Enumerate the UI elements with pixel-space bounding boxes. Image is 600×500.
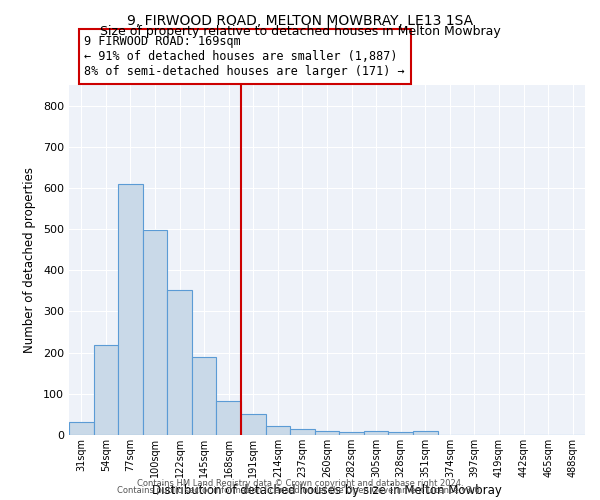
Bar [315, 432, 339, 435]
Bar [69, 422, 94, 435]
Bar [167, 290, 192, 435]
Bar [241, 414, 266, 435]
Bar [364, 432, 388, 435]
Text: Contains public sector information licensed under the Open Government Licence v3: Contains public sector information licen… [118, 486, 482, 495]
Bar [290, 429, 315, 435]
Bar [339, 432, 364, 435]
Bar [266, 426, 290, 435]
Y-axis label: Number of detached properties: Number of detached properties [23, 167, 36, 353]
Bar [143, 230, 167, 435]
Bar [192, 357, 217, 435]
Text: 9, FIRWOOD ROAD, MELTON MOWBRAY, LE13 1SA: 9, FIRWOOD ROAD, MELTON MOWBRAY, LE13 1S… [127, 14, 473, 28]
Bar [217, 401, 241, 435]
Bar [413, 432, 437, 435]
Text: Size of property relative to detached houses in Melton Mowbray: Size of property relative to detached ho… [100, 25, 500, 38]
Bar [118, 184, 143, 435]
Text: 9 FIRWOOD ROAD: 169sqm
← 91% of detached houses are smaller (1,887)
8% of semi-d: 9 FIRWOOD ROAD: 169sqm ← 91% of detached… [85, 35, 405, 78]
Bar [94, 345, 118, 435]
Bar [388, 432, 413, 435]
X-axis label: Distribution of detached houses by size in Melton Mowbray: Distribution of detached houses by size … [152, 484, 502, 497]
Text: Contains HM Land Registry data © Crown copyright and database right 2024.: Contains HM Land Registry data © Crown c… [137, 478, 463, 488]
